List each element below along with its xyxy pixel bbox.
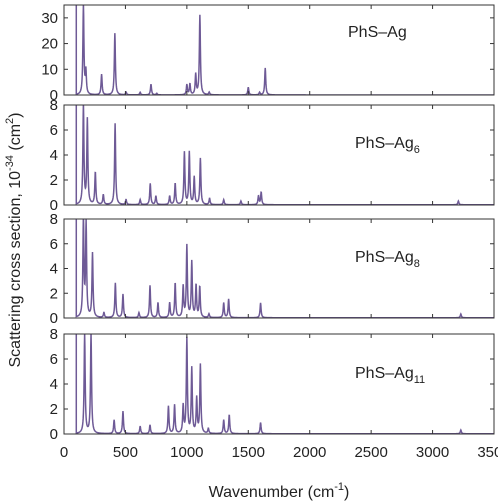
panel-2: 0 2 4 6 8 PhS–Ag6 — [50, 97, 495, 214]
xtick-label: 1000 — [170, 444, 203, 461]
panel-4: 0 2 4 6 8 PhS–Ag11 — [50, 326, 495, 443]
ytick-label: 6 — [50, 236, 58, 253]
ytick-label: 4 — [50, 261, 58, 278]
panel-label-2: PhS–Ag6 — [355, 135, 420, 156]
ytick-label: 8 — [50, 97, 58, 114]
y-axis-label: Scattering cross section, 10-34 (cm2) — [4, 112, 24, 367]
ytick-label: 0 — [50, 87, 58, 104]
xtick-label: 2500 — [354, 444, 387, 461]
x-axis-label: Wavenumber (cm-1) — [209, 481, 350, 501]
ytick-label: 8 — [50, 326, 58, 343]
series-line-panel-3 — [75, 219, 494, 318]
ytick-label: 4 — [50, 376, 58, 393]
panel-1: 0 10 20 30 PhS–Ag — [41, 4, 495, 104]
panel-frame-1 — [63, 4, 495, 96]
ytick-label: 10 — [41, 61, 58, 78]
panel-label-3: PhS–Ag8 — [355, 249, 420, 270]
series-line-panel-1 — [75, 5, 494, 95]
panel-3: 0 2 4 6 8 PhS–Ag8 — [50, 211, 495, 327]
ytick-label: 0 — [50, 426, 58, 443]
ytick-label: 20 — [41, 36, 58, 53]
ytick-label: 2 — [50, 401, 58, 418]
ytick-label: 4 — [50, 147, 58, 164]
panel-label-4: PhS–Ag11 — [355, 365, 425, 386]
ytick-label: 0 — [50, 310, 58, 327]
ytick-label: 0 — [50, 197, 58, 214]
ytick-label: 2 — [50, 285, 58, 302]
xtick-label: 0 — [60, 444, 68, 461]
panel-label-1: PhS–Ag — [348, 24, 407, 41]
series-line-panel-4 — [75, 334, 494, 434]
panel-frame-4 — [63, 333, 495, 435]
series-line-panel-2 — [75, 105, 494, 205]
ytick-label: 8 — [50, 211, 58, 228]
xtick-label: 1500 — [232, 444, 265, 461]
panel-frame-3 — [63, 218, 495, 319]
ytick-label: 30 — [41, 10, 58, 27]
ytick-label: 6 — [50, 122, 58, 139]
xtick-label: 3000 — [416, 444, 449, 461]
ytick-label: 6 — [50, 351, 58, 368]
xtick-label: 500 — [113, 444, 138, 461]
ytick-label: 2 — [50, 172, 58, 189]
xtick-label: 2000 — [293, 444, 326, 461]
panel-frame-2 — [63, 104, 495, 206]
xtick-label: 3500 — [477, 444, 498, 461]
